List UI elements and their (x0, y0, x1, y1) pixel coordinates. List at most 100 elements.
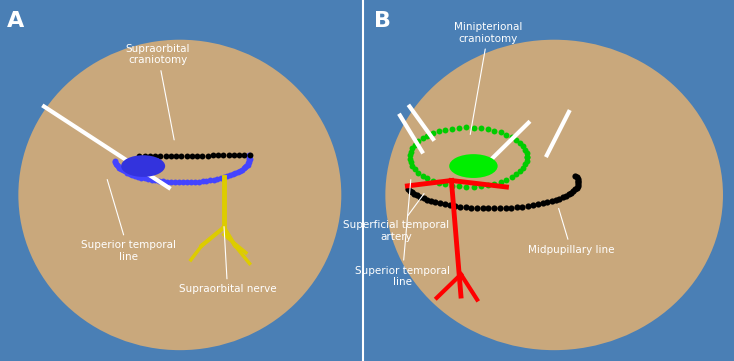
Point (211, 176, 223, 182)
Ellipse shape (385, 40, 723, 350)
Point (514, 140, 526, 146)
Point (459, 204, 471, 210)
Point (433, 180, 445, 186)
Point (233, 152, 245, 158)
Point (440, 127, 451, 132)
Point (234, 168, 246, 174)
Point (202, 153, 214, 158)
Point (185, 179, 197, 185)
Point (495, 179, 506, 184)
Point (425, 198, 437, 204)
Point (495, 130, 506, 135)
Point (461, 184, 473, 190)
Point (557, 194, 569, 200)
Point (110, 161, 122, 166)
Point (144, 153, 156, 159)
Point (218, 174, 230, 180)
Point (244, 155, 255, 160)
Point (243, 152, 255, 158)
Point (520, 158, 532, 164)
Point (413, 170, 424, 175)
Point (124, 171, 136, 177)
Point (510, 171, 522, 177)
Point (475, 183, 487, 189)
Point (136, 175, 148, 180)
Point (567, 188, 579, 194)
Point (117, 167, 129, 173)
Point (434, 200, 446, 206)
Point (109, 160, 121, 165)
Point (241, 163, 252, 169)
Point (186, 153, 197, 158)
Point (411, 192, 423, 198)
Point (241, 162, 253, 168)
Point (404, 160, 416, 165)
Point (563, 191, 575, 197)
Text: Supraorbital
craniotomy: Supraorbital craniotomy (126, 44, 190, 140)
Point (193, 179, 205, 184)
Point (222, 152, 234, 158)
Point (482, 126, 494, 132)
Point (119, 169, 131, 174)
Point (129, 173, 141, 179)
Point (200, 178, 212, 184)
Point (109, 158, 120, 164)
Point (227, 171, 239, 177)
Point (465, 205, 477, 210)
Point (165, 179, 177, 185)
Point (501, 177, 512, 182)
Point (155, 153, 167, 159)
Point (506, 205, 517, 210)
Point (454, 204, 466, 209)
Point (506, 174, 517, 180)
Point (482, 182, 494, 188)
Point (421, 133, 433, 139)
Point (417, 136, 429, 142)
Point (413, 139, 424, 144)
Ellipse shape (18, 40, 341, 350)
Point (404, 149, 416, 155)
Point (407, 163, 418, 169)
Point (232, 169, 244, 175)
Point (114, 165, 126, 170)
Point (204, 177, 216, 183)
Circle shape (449, 154, 498, 178)
Point (571, 185, 583, 191)
Text: Supraorbital nerve: Supraorbital nerve (178, 227, 277, 295)
Point (573, 178, 584, 184)
Point (239, 164, 251, 170)
Point (511, 204, 523, 210)
Point (521, 154, 533, 160)
Point (173, 179, 185, 185)
Point (570, 173, 581, 178)
Text: Superior temporal
line: Superior temporal line (81, 179, 176, 262)
Point (520, 161, 531, 167)
Point (175, 153, 187, 158)
Point (517, 165, 529, 171)
Point (501, 132, 512, 138)
Point (149, 153, 161, 159)
Point (244, 157, 255, 163)
Point (521, 154, 533, 160)
Point (560, 193, 572, 199)
Point (169, 179, 181, 185)
Point (170, 153, 182, 158)
Point (414, 194, 426, 200)
Point (421, 175, 433, 181)
Point (189, 179, 200, 185)
Point (553, 196, 565, 201)
Point (207, 153, 219, 158)
Point (572, 183, 584, 189)
Point (244, 152, 255, 158)
Point (181, 179, 193, 185)
Point (471, 205, 483, 211)
Point (527, 202, 539, 208)
Point (197, 178, 208, 184)
Point (520, 151, 532, 156)
Point (404, 188, 415, 193)
Point (454, 183, 465, 189)
Text: A: A (7, 11, 25, 31)
Point (510, 137, 522, 143)
Point (429, 199, 441, 205)
Point (494, 205, 506, 211)
